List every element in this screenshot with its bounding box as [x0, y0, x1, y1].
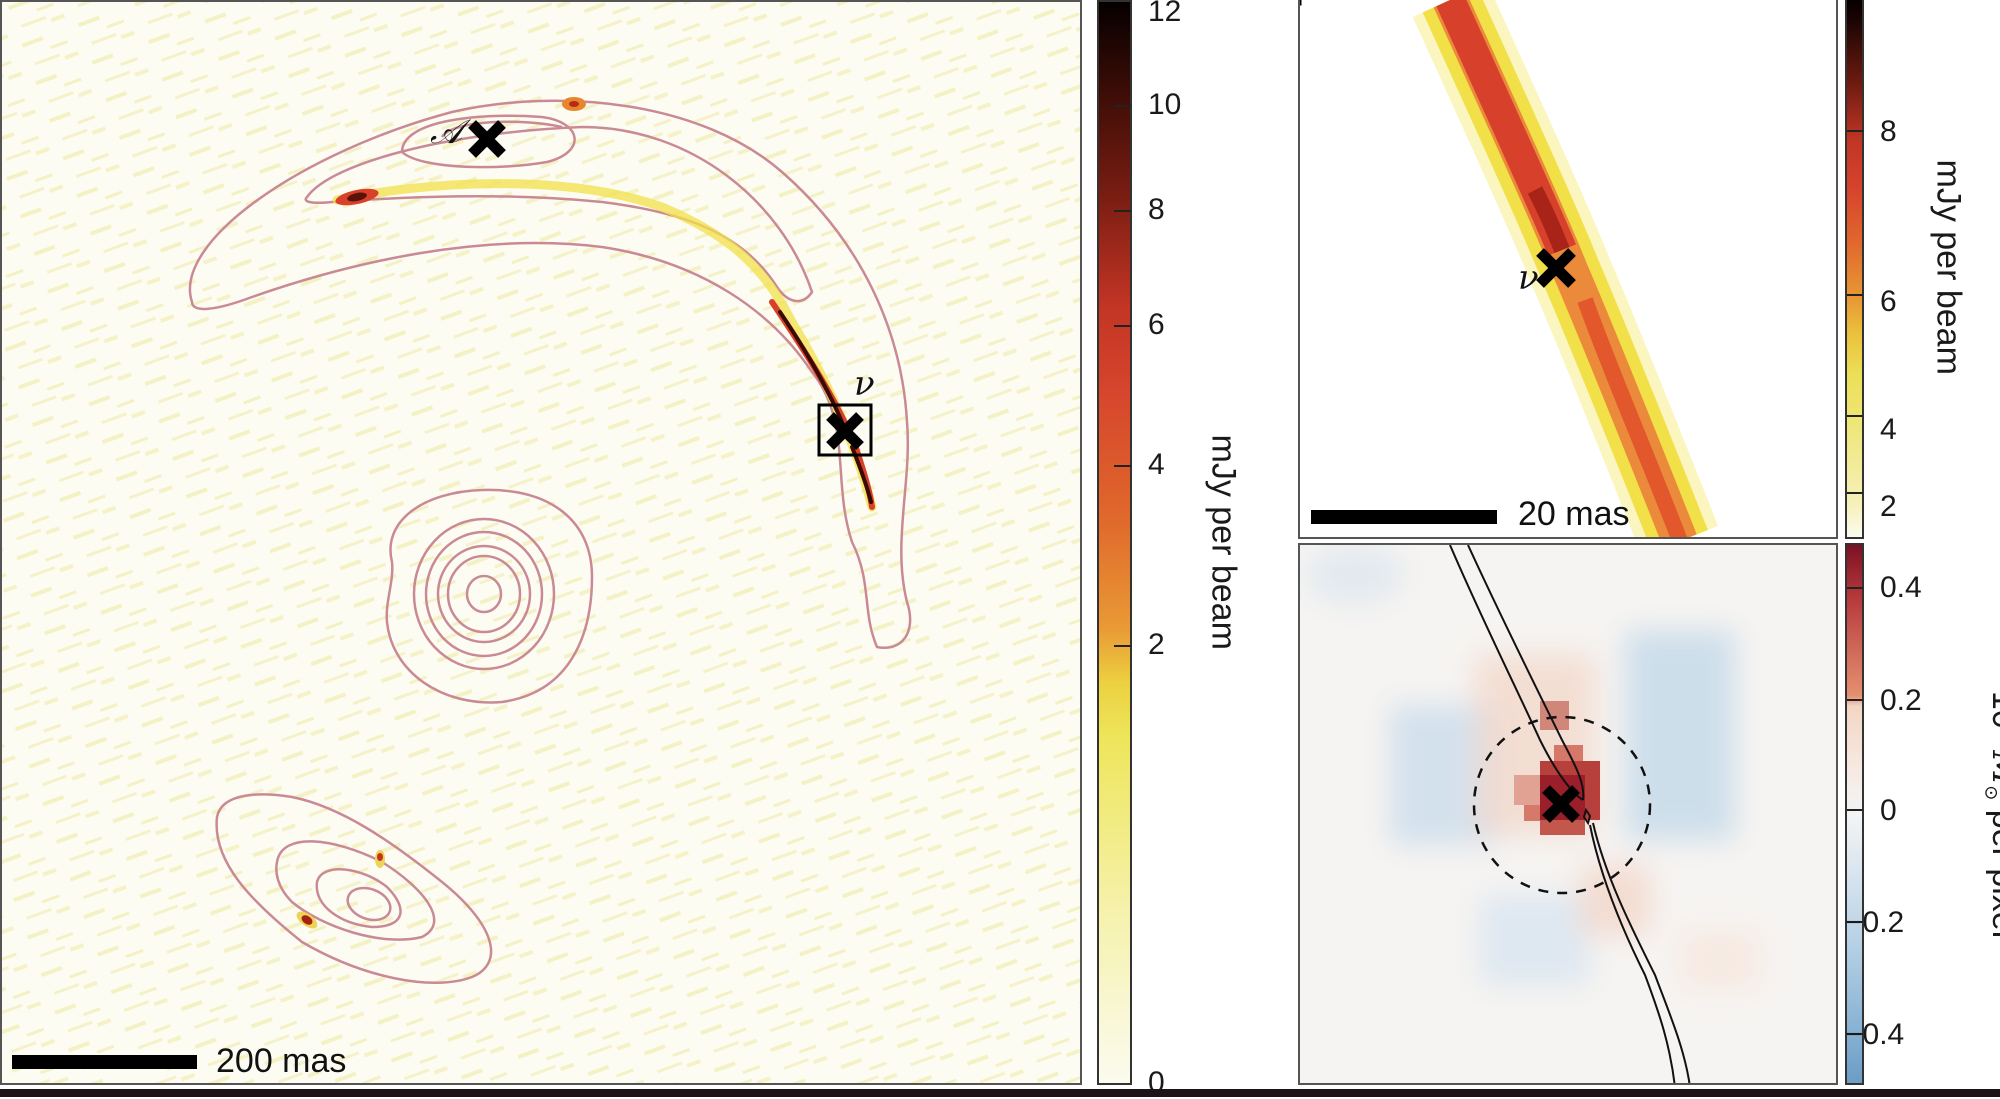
zoom-panel-graphics: [1300, 0, 1719, 537]
bottom-edge: [0, 1089, 2000, 1097]
mass-marker-x: [1542, 785, 1580, 823]
zoom-nu-label: ν: [1518, 258, 1539, 298]
cbar1-tick: [1114, 210, 1131, 212]
cbar1-tick: [1114, 645, 1131, 647]
cbar1-tick: [1114, 465, 1131, 467]
cbar1-title: mJy per beam: [1204, 434, 1243, 650]
colorbar-flux-zoom: [1845, 0, 1864, 539]
dashed-circle: [1472, 715, 1652, 895]
cbar1-tick-label: 12: [1148, 0, 1182, 28]
cbar2-tick-label: 4: [1880, 413, 1897, 446]
cbar3-title-sun: ⊙: [1981, 785, 2000, 801]
cbar3-tick-label: 0: [1880, 794, 1897, 827]
cbar3-tick: [1847, 587, 1863, 589]
zoom-scale-bar: [1311, 510, 1497, 524]
colorbar-mass: [1845, 543, 1864, 1085]
colorbar-flux-left: [1097, 0, 1132, 1085]
mass-map-panel: [1298, 543, 1838, 1085]
arc-critical-curve: [1449, 545, 1691, 1083]
lens-galaxy-contours: [385, 488, 594, 704]
counter-image-knots: [296, 850, 385, 929]
cbar3-tick: [1847, 1033, 1863, 1035]
cbar2-tick: [1847, 415, 1863, 417]
counter-image-contours: [215, 793, 493, 984]
zoom-image-panel: ν 20 mas: [1298, 0, 1838, 539]
cbar1-tick-label: 4: [1148, 448, 1165, 481]
mass-map-graphics: [1305, 545, 1760, 1083]
cbar3-title: 105 M⊙ per pixel: [1980, 665, 2000, 965]
cbar2-title: mJy per beam: [1929, 159, 1968, 375]
cbar1-tick: [1114, 105, 1131, 107]
cbar3-title-base: 10: [1985, 690, 2000, 729]
left-panel-graphics: [2, 2, 1080, 1083]
zoom-marker-nu-x: [1300, 0, 1576, 288]
cbar1-tick-label: 10: [1148, 88, 1182, 121]
cbar1-tick-label: 2: [1148, 628, 1165, 661]
cbar2-tick: [1847, 130, 1863, 132]
cbar2-tick: [1847, 294, 1863, 296]
cbar3-tick: [1847, 809, 1863, 811]
zoom-box: [817, 403, 873, 457]
cbar3-tick-label: 0.2: [1880, 684, 1922, 717]
cbar3-title-mass: M: [1984, 750, 2000, 785]
scale-bar: [12, 1055, 197, 1069]
marker-nu-x: [826, 412, 864, 450]
left-image-panel: 𝒜 ν 200 mas: [0, 0, 1082, 1085]
image-A-label: 𝒜: [430, 112, 463, 152]
marker-A-x: [468, 120, 506, 158]
cbar1-tick: [1114, 325, 1131, 327]
zoomed-arc: [1412, 0, 1719, 537]
cbar2-tick-label: 8: [1880, 115, 1897, 148]
arc-contours: [188, 99, 912, 650]
zoom-scale-bar-label: 20 mas: [1518, 495, 1630, 533]
cbar3-tick: [1847, 921, 1863, 923]
cbar3-tick-label: 0.4: [1880, 571, 1922, 604]
cbar3-title-suffix: per pixel: [1985, 809, 2000, 939]
cbar2-tick-label: 6: [1880, 285, 1897, 318]
mass-map-field: [1305, 545, 1760, 990]
cbar2-tick-label: 2: [1880, 490, 1897, 523]
cbar2-tick: [1847, 492, 1863, 494]
scale-bar-label: 200 mas: [216, 1042, 347, 1080]
cbar3-tick-label: −0.4: [1845, 1018, 1905, 1051]
cbar3-tick: [1847, 699, 1863, 701]
cbar3-tick-label: −0.2: [1845, 906, 1905, 939]
image-nu-label: ν: [854, 364, 875, 404]
cbar1-tick-label: 6: [1148, 308, 1165, 341]
cbar1-tick-label: 8: [1148, 193, 1165, 226]
